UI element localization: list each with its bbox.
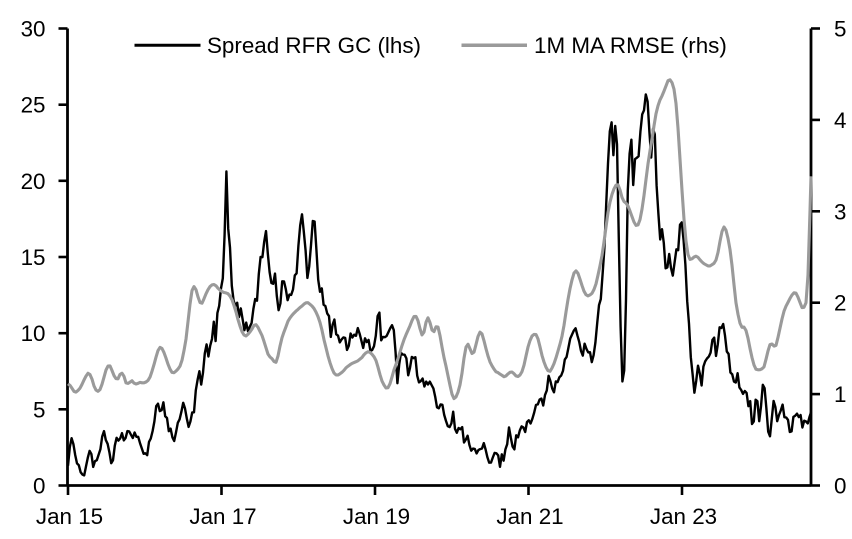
svg-text:20: 20 [21,169,46,194]
svg-text:Jan 17: Jan 17 [189,504,256,529]
svg-text:25: 25 [21,93,46,118]
svg-text:1: 1 [834,382,846,407]
svg-text:Jan 23: Jan 23 [650,504,717,529]
svg-text:5: 5 [33,397,45,422]
svg-text:2: 2 [834,291,846,316]
svg-text:0: 0 [834,474,846,499]
svg-text:30: 30 [21,17,46,42]
svg-text:Jan 15: Jan 15 [36,504,103,529]
svg-text:15: 15 [21,245,46,270]
svg-text:Spread RFR GC (lhs): Spread RFR GC (lhs) [207,33,421,58]
svg-text:Jan 19: Jan 19 [343,504,410,529]
svg-text:3: 3 [834,199,846,224]
svg-text:10: 10 [21,321,46,346]
svg-text:Jan 21: Jan 21 [496,504,563,529]
svg-text:5: 5 [834,17,846,42]
svg-text:1M MA RMSE (rhs): 1M MA RMSE (rhs) [534,33,727,58]
svg-text:4: 4 [834,108,846,133]
svg-text:0: 0 [33,474,45,499]
